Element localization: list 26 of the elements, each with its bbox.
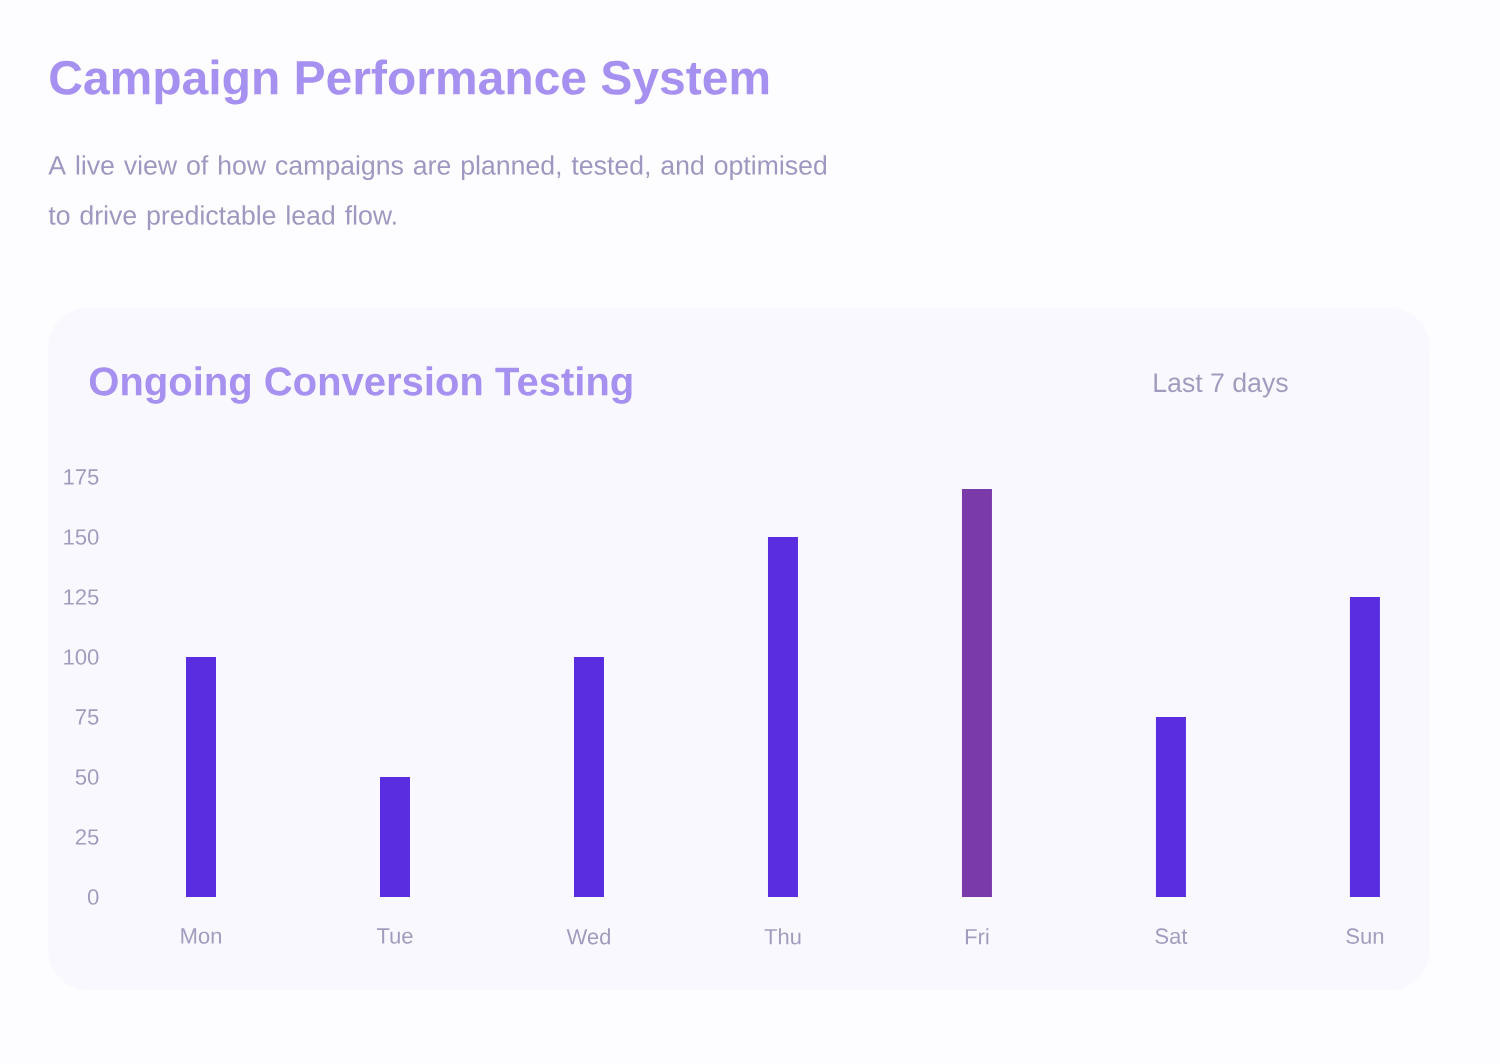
- chart-title: Campaign Performance System: [50, 59, 769, 105]
- x-tick-label: Mon: [181, 928, 221, 944]
- text: Ongoing Conversion Testing: [89, 366, 632, 404]
- chart-subtitle: A live view of how campaigns are planned, tested, and optimised to drive predictable lead flow.: [48, 155, 827, 231]
- y-tick-label: 125: [64, 589, 99, 605]
- bar: [961, 488, 992, 897]
- x-tick-label: Sun: [1346, 928, 1384, 944]
- text: Last 7 days: [1154, 372, 1288, 398]
- y-tick-label: 150: [64, 529, 99, 545]
- bar: [379, 776, 410, 897]
- bar: [1349, 596, 1380, 897]
- bar: [573, 656, 604, 897]
- x-tick-label: Tue: [376, 928, 413, 944]
- x-tick-label: Fri: [965, 928, 989, 945]
- y-tick-label: 75: [75, 709, 99, 725]
- bar: [767, 536, 798, 897]
- x-tick-label: Thu: [764, 928, 801, 945]
- y-tick-label: 175: [64, 469, 99, 485]
- bar: [186, 656, 216, 897]
- y-tick-label: 25: [75, 829, 99, 845]
- x-tick-label: Wed: [566, 928, 610, 945]
- y-tick-label: 100: [64, 649, 99, 665]
- x-tick-label: Sat: [1155, 928, 1188, 944]
- y-tick-label: 50: [75, 769, 99, 785]
- y-tick-label: 0: [87, 889, 99, 905]
- bar: [1155, 716, 1186, 897]
